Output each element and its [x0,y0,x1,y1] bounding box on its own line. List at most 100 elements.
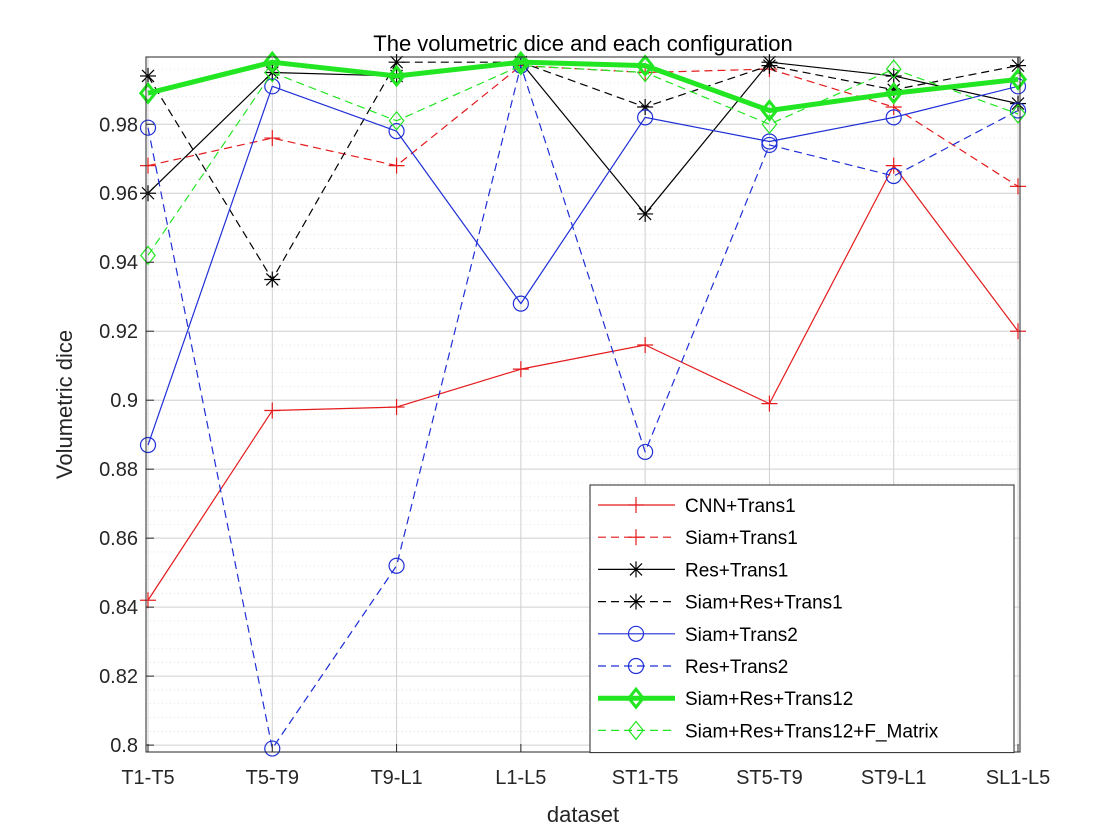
data-point [388,557,405,574]
series-siam-res-trans12-f-matrix [140,55,1026,266]
series-cnn-trans1 [140,157,1026,609]
series-line [147,65,1019,750]
data-point [264,78,281,95]
x-tick-label: ST5-T9 [736,767,803,789]
x-tick-label: L1-L5 [495,767,546,789]
y-tick-label: 0.9 [110,390,138,412]
data-point [637,205,654,222]
data-point [388,157,405,174]
series-siam-res-trans12 [138,50,1028,122]
data-point [511,50,530,74]
data-point [140,592,156,609]
legend-marker [628,593,644,610]
marker-stroke [141,69,155,83]
series-line [147,65,1019,256]
data-point [761,395,778,412]
y-tick-label: 0.96 [99,183,138,205]
series-group [138,50,1028,757]
data-point [637,109,654,126]
series-siam-trans2 [139,78,1027,454]
data-point [1010,103,1026,124]
series-line [147,65,1019,187]
marker-stroke [1011,59,1025,73]
x-tick-label: T5-T9 [246,767,299,789]
data-point [140,245,156,266]
x-tick-label: ST1-T5 [612,767,679,789]
series-line [147,85,1019,446]
data-point [139,436,157,454]
legend-box [589,484,1015,754]
data-point [388,399,405,416]
data-point [263,50,282,74]
data-point [637,62,654,83]
x-tick-label: T1-T5 [121,767,174,789]
y-tick-label: 0.86 [99,528,138,550]
data-point [264,740,281,757]
marker-stroke [629,562,643,576]
series-line [147,61,1019,281]
chart-title: The volumetric dice and each configurati… [373,31,792,56]
y-tick-label: 0.82 [99,666,138,688]
marker-stroke [638,207,652,221]
legend-marker [628,720,644,741]
data-point [1010,323,1026,340]
data-point [761,57,778,74]
data-point [388,123,405,140]
data-point [885,109,902,126]
ticks: 0.8 0.82 0.84 0.86 0.88 0.9 0.92 0.94 0.96 0.98 T1… [99,114,1050,789]
series-line [147,165,1019,601]
data-point [139,119,157,136]
legend-item-res-trans2: Res+Trans2 [598,657,788,678]
data-point [761,136,778,154]
data-point [1009,78,1027,95]
y-axis-title: Volumetric dice [52,330,77,479]
y-tick-label: 0.92 [99,321,138,343]
legend-label: Siam+Res+Trans1 [685,593,843,614]
data-point [138,81,158,105]
legend-label: CNN+Trans1 [685,496,796,517]
data-point [636,54,655,78]
data-point [885,67,902,84]
marker-stroke [390,55,403,69]
legend-item-siam-res-trans12: Siam+Res+Trans12 [598,686,853,710]
legend-label: Siam+Res+Trans12 [685,689,853,710]
legend-label: Siam+Trans1 [685,528,798,549]
legend-item-res-trans1: Res+Trans1 [598,560,788,581]
x-tick-label: ST9-L1 [861,767,927,789]
data-point [884,81,903,105]
data-point [140,67,156,84]
y-tick-label: 0.8 [110,735,138,757]
data-point [1010,57,1026,74]
y-tick-label: 0.98 [99,114,138,136]
data-point [885,167,902,185]
legend-marker [626,686,646,710]
marker-stroke [763,59,776,73]
series-line [147,59,1019,113]
legend-marker [628,529,644,546]
x-tick-label: SL1-L5 [986,767,1051,789]
legend-item-siam-res-trans12-f-matrix: Siam+Res+Trans12+F_Matrix [598,720,939,742]
legend-label: Siam+Res+Trans12+F_Matrix [685,721,939,742]
data-point [512,295,529,312]
legend-marker [627,657,645,675]
legend-marker [628,497,644,513]
data-point [387,64,406,88]
data-point [1009,102,1027,119]
data-point [637,443,654,461]
series-line [147,61,1019,215]
marker-stroke [629,595,643,609]
legend-item-cnn-trans1: CNN+Trans1 [598,496,796,517]
legend-item-siam-trans1: Siam+Trans1 [598,528,798,549]
legend-marker [628,561,644,578]
legend-item-siam-trans2: Siam+Trans2 [598,625,798,646]
legend: CNN+Trans1 Siam+Trans1 Res+Trans1 Siam+Res+… [589,484,1015,754]
data-point [1010,178,1026,195]
data-point [1010,95,1026,112]
marker-stroke [1011,97,1025,110]
data-point [264,130,281,147]
legend-label: Siam+Trans2 [685,625,798,646]
y-tick-label: 0.94 [99,252,138,274]
marker-stroke [887,69,901,83]
